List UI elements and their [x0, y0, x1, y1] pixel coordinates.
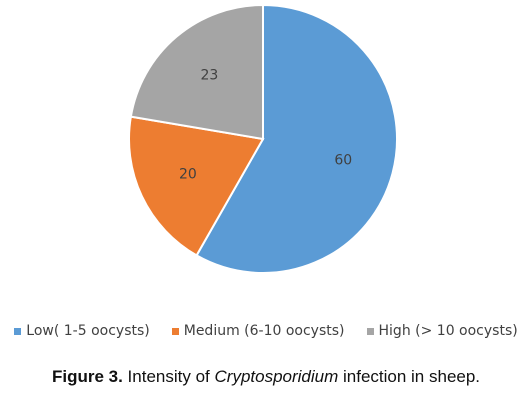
legend-swatch-low	[14, 327, 22, 335]
legend-item-low: Low( 1-5 oocysts)	[14, 323, 150, 339]
legend-item-high: High (> 10 oocysts)	[366, 323, 518, 339]
pie-slice-low	[195, 3, 398, 274]
caption-text-before: Intensity of	[122, 367, 215, 386]
pie-data-label-low: 60	[334, 152, 352, 168]
pie-slice-medium	[128, 115, 265, 257]
legend-label-medium: Medium (6-10 oocysts)	[183, 323, 345, 339]
pie-slice-high	[129, 3, 264, 141]
legend: Low( 1-5 oocysts) Medium (6-10 oocysts) …	[0, 323, 532, 339]
pie-data-label-medium: 20	[179, 167, 197, 183]
caption-italic-term: Cryptosporidium	[214, 367, 339, 386]
legend-swatch-medium	[171, 327, 179, 335]
legend-label-high: High (> 10 oocysts)	[378, 323, 518, 339]
pie-chart: 60 20 23	[128, 3, 398, 274]
pie-data-label-high: 23	[200, 68, 218, 84]
caption-text-after: infection in sheep.	[338, 367, 481, 386]
legend-label-low: Low( 1-5 oocysts)	[26, 323, 150, 339]
figure-caption: Figure 3. Intensity of Cryptosporidium i…	[0, 367, 532, 387]
legend-item-medium: Medium (6-10 oocysts)	[171, 323, 345, 339]
legend-swatch-high	[366, 327, 374, 335]
figure-number: Figure 3.	[51, 367, 123, 386]
